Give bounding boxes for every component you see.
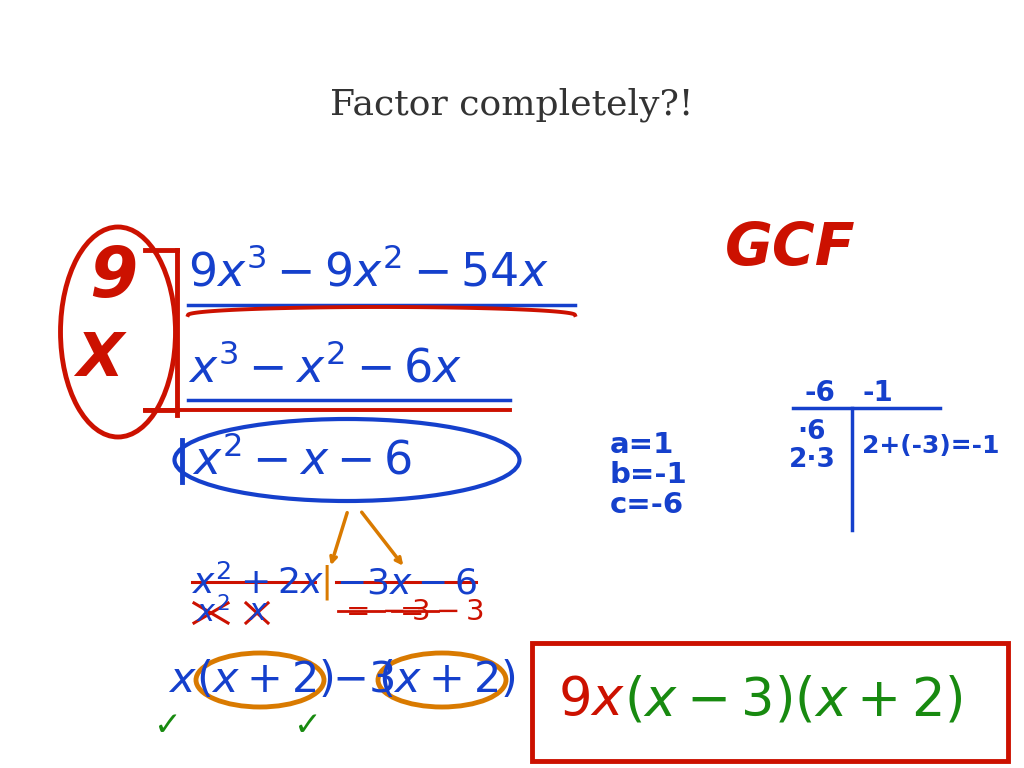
Text: ✓: ✓ <box>294 709 322 741</box>
Text: a=1: a=1 <box>610 431 675 459</box>
Text: -6: -6 <box>805 379 836 407</box>
Text: $x^2-x-6$: $x^2-x-6$ <box>193 438 413 484</box>
Text: $x^3-x^2-6x$: $x^3-x^2-6x$ <box>188 345 462 391</box>
Text: ✓: ✓ <box>154 709 182 741</box>
Text: $x^2$: $x^2$ <box>196 596 229 628</box>
Text: $x$: $x$ <box>248 598 269 627</box>
Text: $x^2+2x$: $x^2+2x$ <box>193 565 324 601</box>
Text: 2·3: 2·3 <box>788 447 836 473</box>
Text: ·6: ·6 <box>798 419 826 445</box>
Text: X: X <box>77 330 124 389</box>
Text: $|$: $|$ <box>319 564 330 603</box>
Text: $=-3$: $=-3$ <box>394 598 483 626</box>
Text: Factor completely?!: Factor completely?! <box>331 88 693 122</box>
Text: $-3x-6$: $-3x-6$ <box>336 566 478 600</box>
Text: b=-1: b=-1 <box>610 461 688 489</box>
Text: $x$: $x$ <box>168 659 197 701</box>
Text: GCF: GCF <box>725 220 855 276</box>
Text: $9x$: $9x$ <box>558 674 626 726</box>
Text: 9: 9 <box>89 244 137 312</box>
Text: c=-6: c=-6 <box>610 491 684 519</box>
Text: 2+(-3)=-1: 2+(-3)=-1 <box>862 434 999 458</box>
Text: $-3$: $-3$ <box>332 659 394 701</box>
Text: $(x+2)$: $(x+2)$ <box>378 659 515 701</box>
Text: $(x-3)(x+2)$: $(x-3)(x+2)$ <box>624 674 963 726</box>
Text: $=-3$: $=-3$ <box>340 598 430 626</box>
Text: $(x+2)$: $(x+2)$ <box>196 659 334 701</box>
Text: $9x^3-9x^2-54x$: $9x^3-9x^2-54x$ <box>188 250 549 296</box>
Text: -1: -1 <box>862 379 893 407</box>
